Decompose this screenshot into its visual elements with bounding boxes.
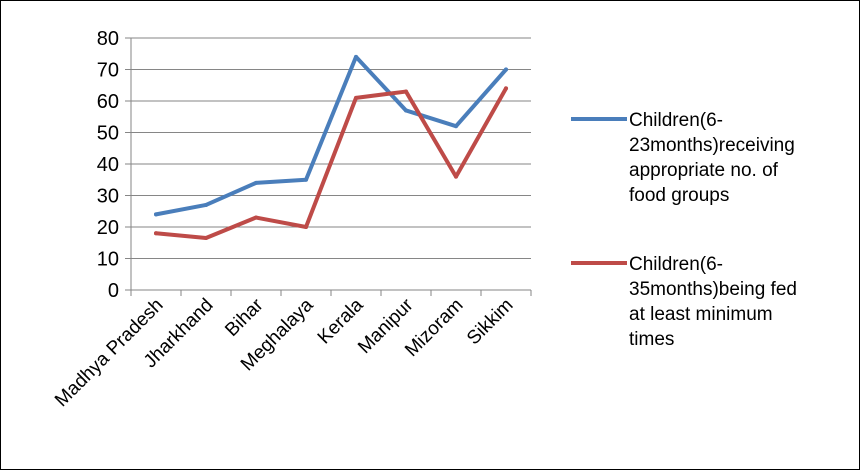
y-tick-label: 60 — [97, 91, 119, 113]
data-point — [404, 89, 408, 94]
data-point — [404, 108, 408, 113]
legend: Children(6- 23months)receiving appropriate… — [571, 110, 797, 350]
data-point — [254, 180, 258, 185]
data-point — [204, 202, 208, 207]
data-point — [304, 225, 308, 229]
series-lines — [154, 54, 508, 241]
series-line-1 — [154, 54, 508, 217]
data-point — [354, 54, 358, 59]
gridlines — [131, 37, 531, 259]
data-point — [254, 215, 258, 220]
legend-label-2: times — [629, 329, 674, 350]
data-point — [154, 231, 158, 236]
data-point — [454, 174, 458, 179]
y-tick-label: 30 — [97, 186, 119, 208]
series-line-2 — [154, 86, 508, 241]
data-point — [454, 124, 458, 129]
data-point — [154, 212, 158, 217]
legend-label-1: food groups — [629, 185, 729, 206]
data-point — [354, 95, 358, 100]
data-point — [504, 67, 508, 72]
y-tick-label: 80 — [97, 28, 119, 50]
legend-label-1: Children(6- — [629, 110, 723, 131]
data-point — [304, 177, 308, 182]
y-axis-ticks: 0 10 20 30 40 50 60 70 80 — [97, 28, 119, 302]
x-tick-label: Sikkim — [463, 295, 517, 349]
data-point — [204, 236, 208, 241]
y-tick-label: 10 — [97, 249, 119, 271]
legend-label-2: at least minimum — [629, 304, 773, 325]
y-tick-label: 70 — [97, 60, 119, 82]
legend-label-2: 35months)being fed — [629, 279, 797, 300]
y-tick-label: 50 — [97, 123, 119, 145]
x-tick-label: Bihar — [221, 294, 268, 341]
data-point — [504, 86, 508, 91]
axes — [125, 37, 532, 296]
legend-label-2: Children(6- — [629, 254, 723, 275]
y-tick-label: 40 — [97, 154, 119, 176]
y-tick-label: 0 — [108, 280, 119, 302]
legend-label-1: 23months)receiving — [629, 135, 795, 156]
y-tick-label: 20 — [97, 217, 119, 239]
legend-label-1: appropriate no. of — [629, 160, 779, 181]
